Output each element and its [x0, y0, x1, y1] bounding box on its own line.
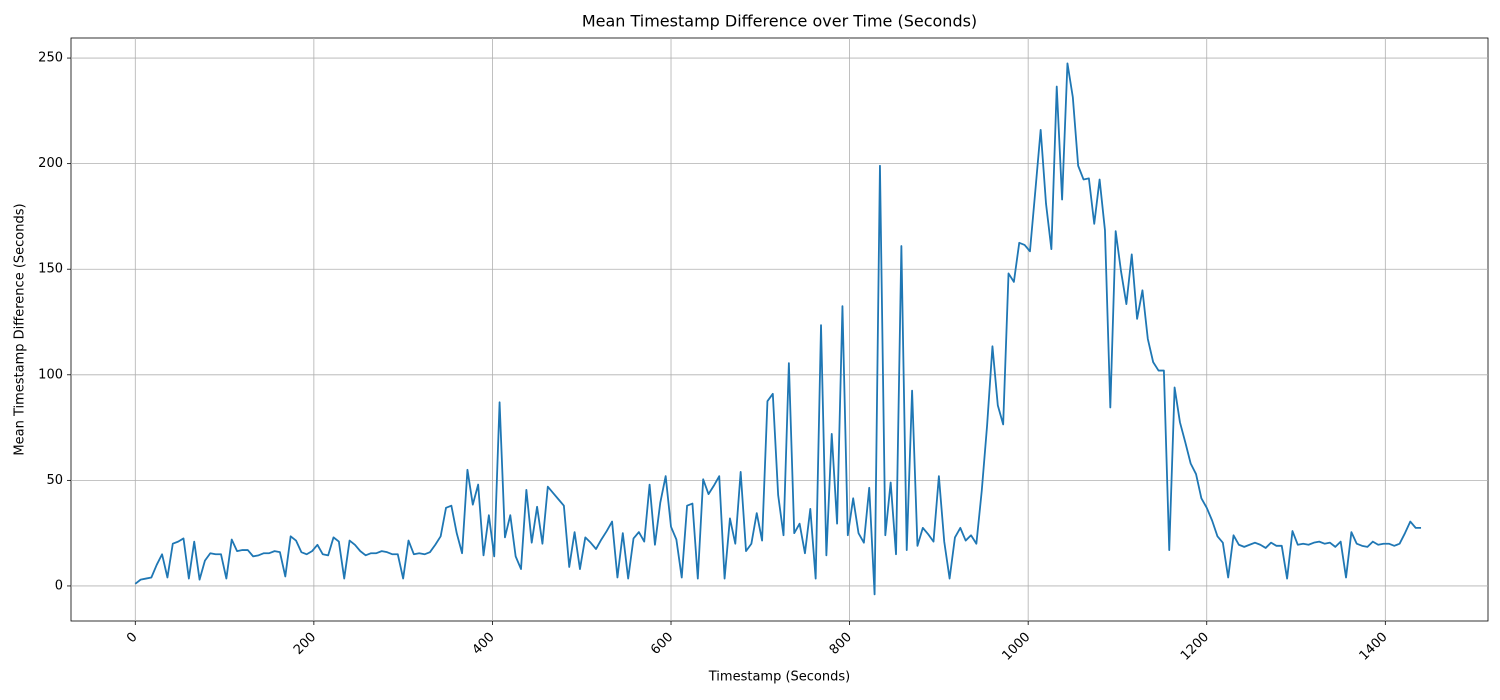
x-tick-label: 1400 — [1357, 630, 1391, 664]
y-tick-label: 100 — [38, 367, 63, 382]
x-tick-label: 1000 — [999, 630, 1033, 664]
y-axis-label: Mean Timestamp Difference (Seconds) — [13, 203, 28, 455]
y-tick-label: 0 — [55, 578, 63, 593]
y-tick-label: 150 — [38, 262, 63, 277]
x-tick-label: 600 — [648, 630, 676, 658]
y-tick-label: 50 — [46, 473, 63, 488]
y-tick-label: 200 — [38, 156, 63, 171]
chart-title: Mean Timestamp Difference over Time (Sec… — [582, 12, 977, 31]
x-axis-label: Timestamp (Seconds) — [708, 670, 850, 685]
x-tick-label: 0 — [124, 630, 140, 646]
y-tick-label: 250 — [38, 51, 63, 66]
x-tick-label: 800 — [827, 630, 855, 658]
data-line — [134, 62, 1422, 596]
x-tick-label: 200 — [291, 630, 319, 658]
x-tick-label: 1200 — [1178, 630, 1212, 664]
x-tick-label: 400 — [470, 630, 498, 658]
plot-frame — [70, 37, 1489, 622]
